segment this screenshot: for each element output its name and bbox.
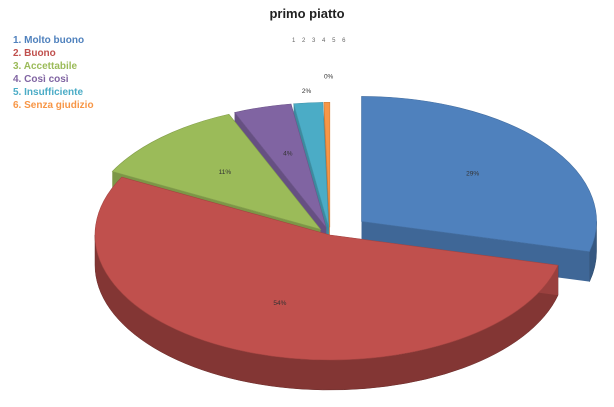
pie-slice [234, 103, 327, 228]
pie-slice-label: 29% [466, 170, 479, 177]
legend-item-buono: 2. Buono [13, 48, 56, 59]
legend-strip-item: 3 [312, 38, 316, 44]
legend-strip-item: 6 [342, 38, 346, 44]
pie-slice-label: 11% [219, 169, 232, 176]
legend-strip-item: 4 [322, 38, 326, 44]
pie-slice [94, 176, 559, 361]
legend-item-senza-giudizio: 6. Senza giudizio [13, 100, 94, 111]
pie-slice-label: 54% [273, 300, 286, 307]
legend-item-cosi-cosi: 4. Così così [13, 74, 69, 85]
legend-item-accettabile: 3. Accettabile [13, 61, 78, 72]
pie-slice [111, 113, 322, 230]
pie-tops [94, 96, 597, 361]
chart-title: primo piatto [269, 6, 345, 21]
pie-slice [361, 96, 597, 252]
pie-slice [293, 102, 330, 228]
pie-slice-label: 2% [302, 88, 312, 95]
pie-slice-label: 0% [324, 73, 334, 80]
legend-strip-item: 1 [292, 38, 296, 44]
legend-strip-item: 2 [302, 38, 306, 44]
pie-slice [323, 102, 331, 228]
legend-strip: 1 2 3 4 5 6 [292, 38, 350, 44]
pie-slice-label: 4% [283, 150, 293, 157]
legend-strip-item: 5 [332, 38, 336, 44]
legend-item-molto-buono: 1. Molto buono [13, 35, 85, 46]
pie-labels: 29% 54% 11% 4% 2% 0% [219, 73, 480, 307]
legend-item-insufficiente: 5. Insufficiente [13, 87, 84, 98]
legend: 1. Molto buono 2. Buono 3. Accettabile 4… [13, 34, 94, 112]
